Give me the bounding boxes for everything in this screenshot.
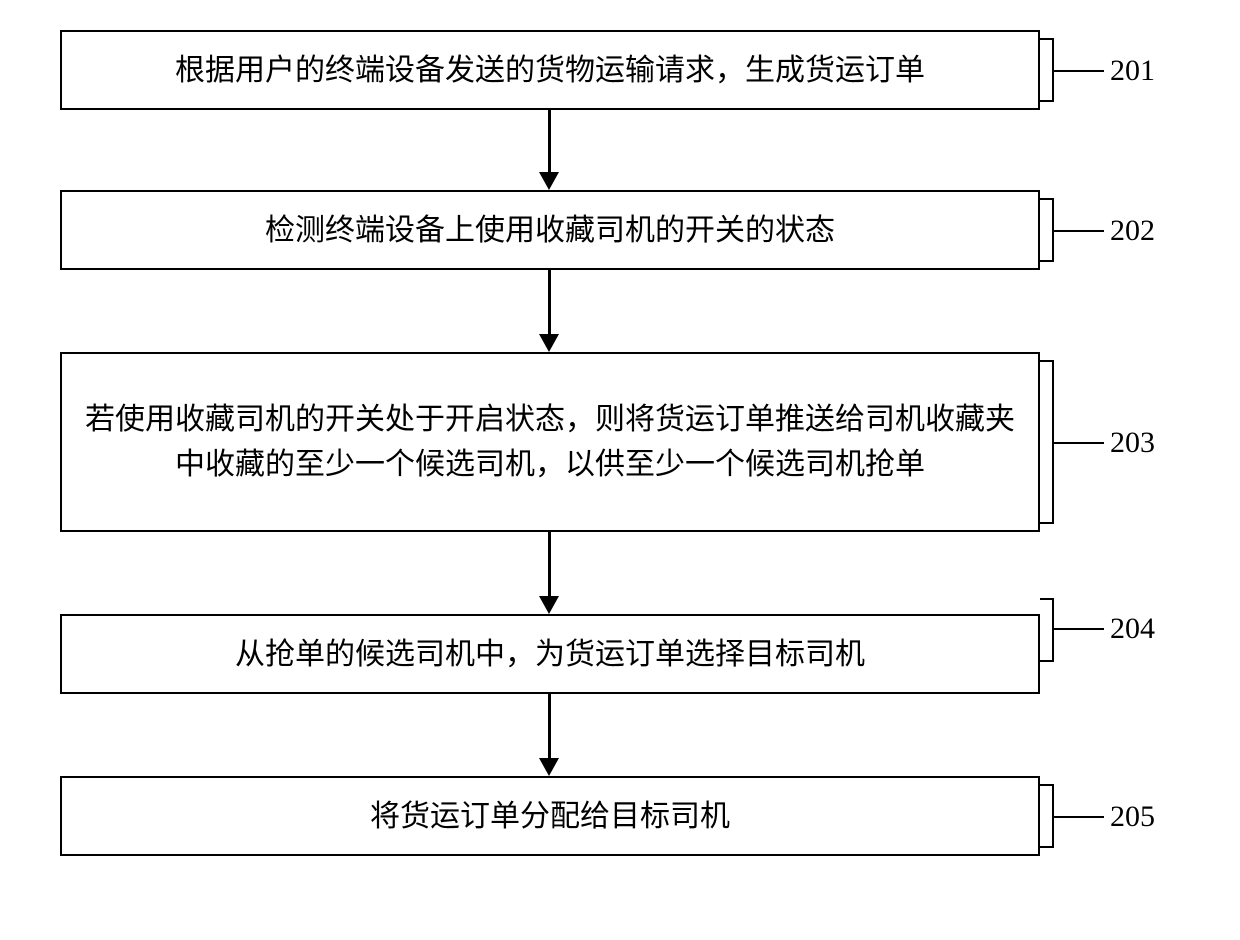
arrow-3-head — [539, 596, 559, 614]
bracket-3-tail — [1054, 442, 1104, 444]
bracket-1 — [1040, 38, 1054, 102]
flowchart-canvas: 根据用户的终端设备发送的货物运输请求，生成货运订单 检测终端设备上使用收藏司机的… — [0, 0, 1240, 940]
flow-step-3-text: 若使用收藏司机的开关处于开启状态，则将货运订单推送给司机收藏夹中收藏的至少一个候… — [82, 397, 1018, 487]
flow-step-5: 将货运订单分配给目标司机 — [60, 776, 1040, 856]
flow-step-1-text: 根据用户的终端设备发送的货物运输请求，生成货运订单 — [175, 48, 925, 93]
arrow-4-head — [539, 758, 559, 776]
flow-step-5-text: 将货运订单分配给目标司机 — [370, 794, 730, 839]
bracket-2-tail — [1054, 230, 1104, 232]
flow-step-4-text: 从抢单的候选司机中，为货运订单选择目标司机 — [235, 632, 865, 677]
bracket-5 — [1040, 784, 1054, 848]
bracket-1-tail — [1054, 70, 1104, 72]
step-label-5: 205 — [1110, 800, 1155, 834]
bracket-3 — [1040, 360, 1054, 524]
arrow-2-head — [539, 334, 559, 352]
step-label-4: 204 — [1110, 612, 1155, 646]
flow-step-3: 若使用收藏司机的开关处于开启状态，则将货运订单推送给司机收藏夹中收藏的至少一个候… — [60, 352, 1040, 532]
arrow-1-head — [539, 172, 559, 190]
flow-step-2: 检测终端设备上使用收藏司机的开关的状态 — [60, 190, 1040, 270]
flow-step-1: 根据用户的终端设备发送的货物运输请求，生成货运订单 — [60, 30, 1040, 110]
arrow-2-line — [548, 270, 551, 334]
step-label-1: 201 — [1110, 54, 1155, 88]
step-label-3: 203 — [1110, 426, 1155, 460]
arrow-3-line — [548, 532, 551, 596]
bracket-4 — [1040, 598, 1054, 662]
flow-step-4: 从抢单的候选司机中，为货运订单选择目标司机 — [60, 614, 1040, 694]
arrow-1-line — [548, 110, 551, 172]
step-label-2: 202 — [1110, 214, 1155, 248]
arrow-4-line — [548, 694, 551, 758]
bracket-4-tail — [1054, 628, 1104, 630]
bracket-2 — [1040, 198, 1054, 262]
flow-step-2-text: 检测终端设备上使用收藏司机的开关的状态 — [265, 208, 835, 253]
bracket-5-tail — [1054, 816, 1104, 818]
